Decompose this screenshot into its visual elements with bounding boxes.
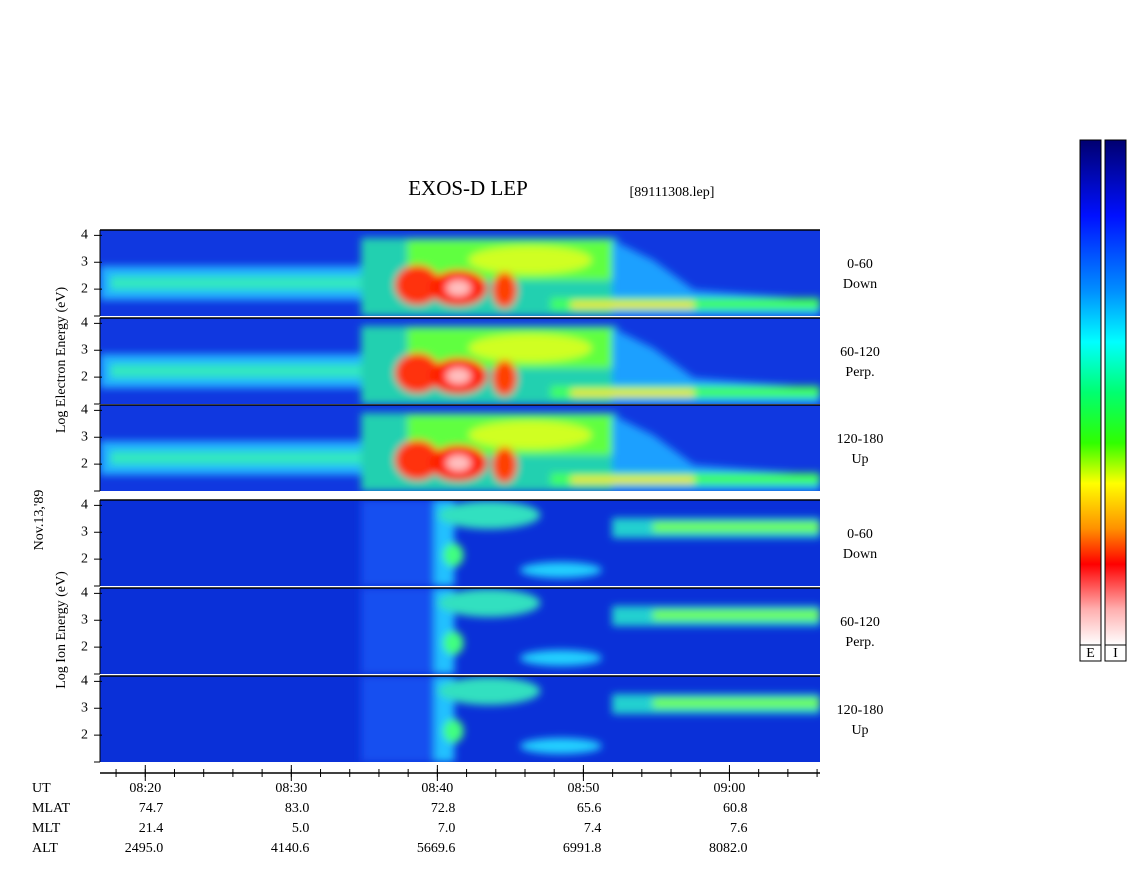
y-tick-label: 3 xyxy=(81,254,88,269)
orbit-value: 8082.0 xyxy=(709,841,748,856)
colorbar-label: I xyxy=(1113,646,1118,661)
y-tick-label: 3 xyxy=(81,342,88,357)
y-tick-label: 4 xyxy=(81,403,88,418)
y-tick-label: 3 xyxy=(81,524,88,539)
orbit-value: 72.8 xyxy=(431,801,456,816)
row-label: ALT xyxy=(32,841,58,856)
orbit-value: 6991.8 xyxy=(563,841,602,856)
colorbar-label: E xyxy=(1086,646,1095,661)
colorbar-box xyxy=(1104,644,1127,662)
x-tick-label: 09:00 xyxy=(714,781,746,796)
y-tick-label: 4 xyxy=(81,674,88,689)
x-tick-label: 08:40 xyxy=(421,781,453,796)
direction-label: Perp. xyxy=(845,635,874,650)
orbit-value: 65.6 xyxy=(577,801,602,816)
row-label: UT xyxy=(32,781,51,796)
y-tick-label: 3 xyxy=(81,429,88,444)
spectrogram-panel xyxy=(100,230,837,316)
y-tick-label: 4 xyxy=(81,498,88,513)
file-name: [89111308.lep] xyxy=(630,185,715,200)
x-tick-label: 08:50 xyxy=(567,781,599,796)
direction-label: Perp. xyxy=(845,365,874,380)
direction-label: Up xyxy=(851,452,868,467)
pitch-label: 60-120 xyxy=(840,615,880,630)
direction-label: Down xyxy=(843,547,877,562)
orbit-value: 5.0 xyxy=(292,821,310,836)
y-tick-label: 3 xyxy=(81,612,88,627)
orbit-value: 2495.0 xyxy=(125,841,164,856)
chart-title: EXOS-D LEP xyxy=(408,176,528,200)
spectrogram-panel xyxy=(100,676,837,762)
y-tick-label: 2 xyxy=(81,639,88,654)
orbit-value: 5669.6 xyxy=(417,841,456,856)
pitch-label: 60-120 xyxy=(840,345,880,360)
orbit-value: 7.6 xyxy=(730,821,748,836)
x-tick-label: 08:20 xyxy=(129,781,161,796)
orbit-value: 7.4 xyxy=(584,821,602,836)
row-label: MLAT xyxy=(32,801,71,816)
y-tick-label: 2 xyxy=(81,281,88,296)
orbit-value: 7.0 xyxy=(438,821,456,836)
y-tick-label: 2 xyxy=(81,551,88,566)
colorbar xyxy=(1104,139,1127,646)
y-tick-label: 2 xyxy=(81,727,88,742)
orbit-value: 74.7 xyxy=(139,801,164,816)
orbit-value: 83.0 xyxy=(285,801,310,816)
colorbar-box xyxy=(1079,644,1102,662)
spectrogram-panel xyxy=(100,588,837,674)
y-tick-label: 3 xyxy=(81,700,88,715)
pitch-label: 0-60 xyxy=(847,527,873,542)
y-axis-label: Log Ion Energy (eV) xyxy=(54,571,69,689)
orbit-value: 60.8 xyxy=(723,801,748,816)
y-tick-label: 4 xyxy=(81,316,88,331)
x-tick-label: 08:30 xyxy=(275,781,307,796)
pitch-label: 120-180 xyxy=(837,432,884,447)
y-axis-label: Log Electron Energy (eV) xyxy=(54,287,69,434)
direction-label: Down xyxy=(843,277,877,292)
colorbar xyxy=(1079,139,1102,646)
pitch-label: 0-60 xyxy=(847,257,873,272)
y-tick-label: 4 xyxy=(81,228,88,243)
y-tick-label: 2 xyxy=(81,456,88,471)
direction-label: Up xyxy=(851,723,868,738)
spectrogram-panel xyxy=(100,500,837,586)
orbit-value: 4140.6 xyxy=(271,841,310,856)
spectrogram-panel xyxy=(100,318,837,404)
row-label: MLT xyxy=(32,821,61,836)
y-tick-label: 4 xyxy=(81,586,88,601)
orbit-value: 21.4 xyxy=(139,821,164,836)
spectrogram-panel xyxy=(100,405,837,491)
pitch-label: 120-180 xyxy=(837,703,884,718)
y-tick-label: 2 xyxy=(81,369,88,384)
date-label: Nov.13,'89 xyxy=(32,490,47,551)
